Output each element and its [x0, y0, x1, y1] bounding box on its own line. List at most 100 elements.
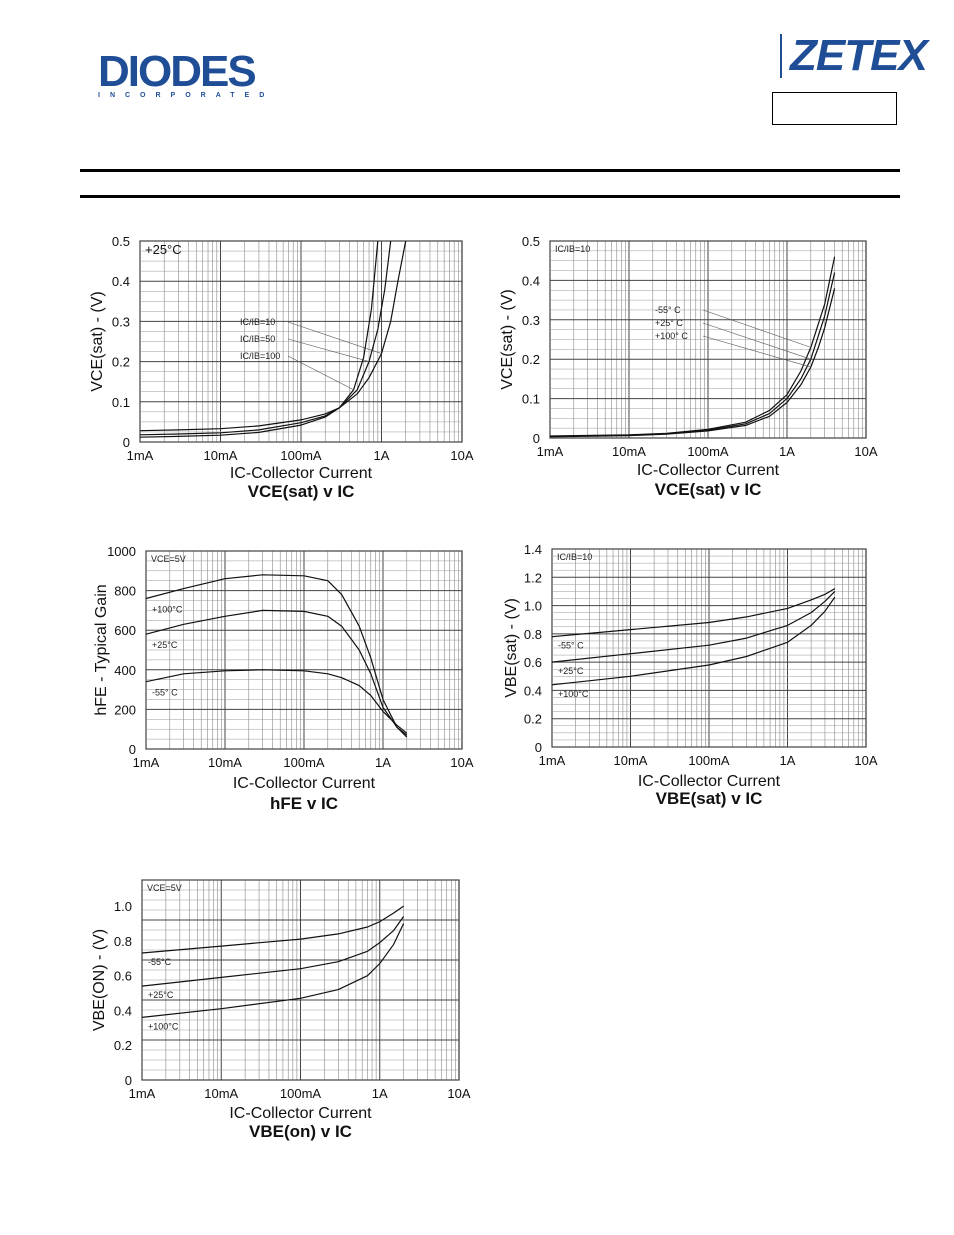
x-axis-label: IC-Collector Current	[233, 775, 376, 792]
x-tick-label: 10mA	[204, 448, 238, 463]
leader-line	[287, 321, 382, 354]
series-line	[141, 905, 404, 954]
series-line	[145, 574, 408, 738]
series-line	[141, 923, 405, 1018]
y-tick-label: 200	[114, 702, 136, 717]
x-tick-label: 1A	[374, 448, 390, 463]
chart-caption: VBE(on) v IC	[249, 1122, 352, 1141]
part-number-box	[772, 92, 897, 125]
x-tick-label: 10A	[854, 444, 877, 459]
series-label: IC/IB=10	[240, 317, 275, 327]
y-tick-label: 1.2	[524, 570, 542, 585]
zetex-logo-text: ZETEX	[790, 31, 928, 80]
y-tick-label: 0	[535, 740, 542, 755]
chart-caption: hFE v IC	[270, 794, 338, 813]
y-tick-label: 0.4	[114, 1003, 132, 1018]
y-tick-label: 0.2	[114, 1038, 132, 1053]
x-tick-label: 10mA	[208, 755, 242, 770]
y-axis-label: VCE(sat) - (V)	[89, 291, 106, 391]
y-tick-label: 0.8	[524, 627, 542, 642]
y-tick-label: 1000	[107, 544, 136, 559]
series-label: IC/IB=100	[240, 351, 280, 361]
leader-line	[287, 355, 354, 391]
x-tick-label: 10mA	[612, 444, 646, 459]
x-tick-label: 100mA	[688, 753, 730, 768]
series-label: -55° C	[558, 641, 584, 651]
series-line	[551, 590, 836, 663]
series-label: +25°C	[152, 640, 178, 650]
series-line	[141, 916, 405, 987]
x-tick-label: 1mA	[539, 753, 566, 768]
leader-line	[702, 335, 811, 368]
chart-condition-note: VCE=5V	[147, 883, 182, 893]
x-tick-label: 1mA	[127, 448, 154, 463]
y-tick-label: 1.0	[524, 599, 542, 614]
x-tick-label: 1A	[372, 1086, 388, 1101]
y-tick-label: 0.5	[112, 234, 130, 249]
leader-line	[702, 309, 811, 348]
y-tick-label: 600	[114, 623, 136, 638]
series-label: +100°C	[148, 1021, 179, 1031]
x-tick-label: 100mA	[280, 1086, 322, 1101]
y-tick-label: 0.2	[522, 352, 540, 367]
chart-2: 1mA 10mA 100mA 1A 10A 0 0.1 0.2 0.3 0.4 0.5 IC-Coll…	[499, 234, 878, 499]
x-tick-label: 1A	[780, 753, 796, 768]
y-tick-label: 0	[129, 742, 136, 757]
y-axis-label: VCE(sat) - (V)	[499, 289, 516, 389]
y-tick-label: 0	[123, 435, 130, 450]
y-tick-label: 1.4	[524, 542, 542, 557]
y-tick-label: 0.2	[112, 355, 130, 370]
y-tick-label: 1.0	[114, 899, 132, 914]
y-tick-label: 0.5	[522, 234, 540, 249]
leader-line	[287, 338, 370, 362]
y-tick-label: 0	[125, 1073, 132, 1088]
x-tick-label: 100mA	[283, 755, 325, 770]
x-tick-label: 100mA	[280, 448, 322, 463]
diodes-logo: DIODES INCORPORATED	[98, 47, 274, 100]
y-tick-label: 400	[114, 663, 136, 678]
chart-1: 1mA 10mA 100mA 1A 10A 0 0.1 0.2 0.3 0.4 0.5 IC-Coll…	[89, 234, 474, 501]
x-tick-label: 100mA	[687, 444, 729, 459]
y-axis-label: VBE(sat) - (V)	[503, 598, 520, 698]
series-label: +100° C	[655, 331, 688, 341]
chart-condition-note: VCE=5V	[151, 554, 186, 564]
chart-condition-note: +25°C	[145, 242, 182, 257]
y-axis-label: hFE - Typical Gain	[93, 584, 110, 715]
chart-caption: VBE(sat) v IC	[656, 789, 763, 808]
y-tick-label: 0.1	[522, 392, 540, 407]
x-tick-label: 10A	[854, 753, 877, 768]
y-axis-label: VBE(ON) - (V)	[91, 929, 108, 1031]
x-tick-label: 1A	[779, 444, 795, 459]
x-axis-label: IC-Collector Current	[229, 1105, 372, 1122]
x-tick-label: 10mA	[204, 1086, 238, 1101]
chart-4: 1mA 10mA 100mA 1A 10A 0 0.2 0.4 0.6 0.8 1.0 1.2 1.4 I…	[503, 542, 878, 808]
series-line	[551, 588, 836, 638]
y-tick-label: 0.3	[112, 314, 130, 329]
header-rule-top	[80, 169, 900, 172]
series-line	[145, 669, 408, 734]
chart-5: 1mA 10mA 100mA 1A 10A 0 0.2 0.4 0.6 0.8 1.0 IC-Coll…	[91, 879, 471, 1141]
x-axis-label: IC-Collector Current	[638, 773, 781, 790]
series-label: -55°C	[148, 957, 172, 967]
x-tick-label: 10A	[450, 448, 473, 463]
series-label: +25°C	[148, 990, 174, 1000]
x-tick-label: 1mA	[129, 1086, 156, 1101]
x-tick-label: 10A	[450, 755, 473, 770]
chart-condition-note: IC/IB=10	[555, 244, 590, 254]
series-line	[551, 596, 836, 686]
y-tick-label: 800	[114, 584, 136, 599]
y-tick-label: 0	[533, 431, 540, 446]
y-tick-label: 0.4	[522, 273, 540, 288]
series-line	[549, 256, 836, 437]
x-tick-label: 1mA	[133, 755, 160, 770]
series-label: +100°C	[152, 605, 183, 615]
series-label: +25°C	[558, 666, 584, 676]
y-tick-label: 0.6	[114, 969, 132, 984]
series-label: +100°C	[558, 689, 589, 699]
y-tick-label: 0.2	[524, 712, 542, 727]
diodes-logo-text: DIODES	[98, 47, 257, 96]
series-label: IC/IB=50	[240, 334, 275, 344]
header-rule-bottom	[80, 195, 900, 198]
chart-caption: VCE(sat) v IC	[248, 482, 355, 501]
